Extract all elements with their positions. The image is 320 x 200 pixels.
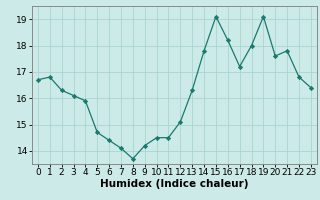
X-axis label: Humidex (Indice chaleur): Humidex (Indice chaleur) <box>100 179 249 189</box>
